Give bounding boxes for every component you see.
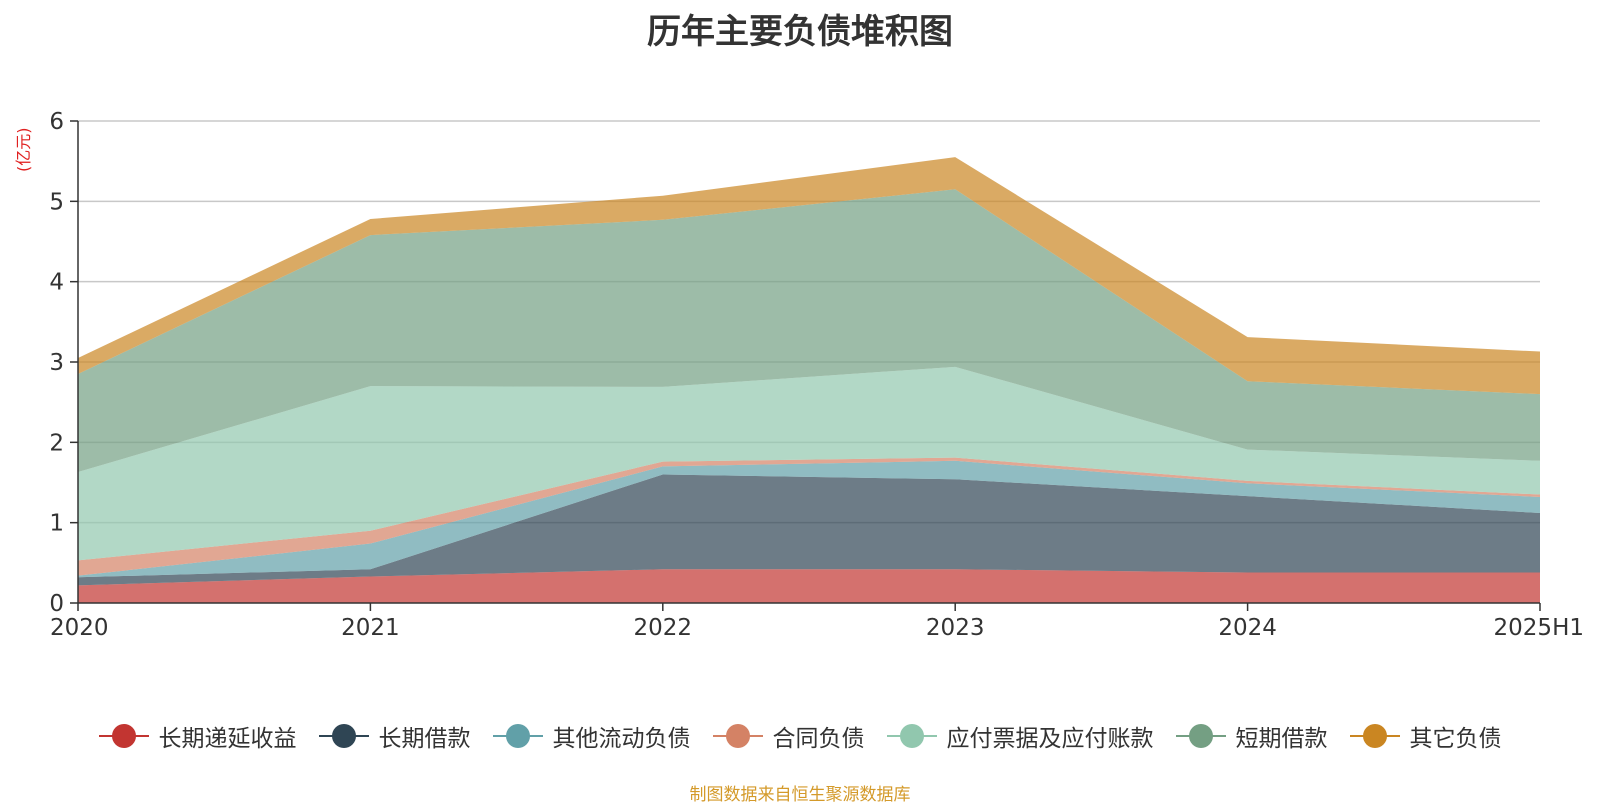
legend-label: 长期借款 xyxy=(378,726,471,752)
x-tick-label: 2024 xyxy=(1218,615,1277,641)
area-series-5 xyxy=(78,189,1540,473)
y-tick-label: 1 xyxy=(49,511,64,537)
legend-swatch-icon xyxy=(886,724,937,748)
legend-item[interactable]: 合同负债 xyxy=(712,719,865,753)
source-note: 制图数据来自恒生聚源数据库 xyxy=(689,785,911,805)
legend-swatch-icon xyxy=(318,724,369,748)
chart-title: 历年主要负债堆积图 xyxy=(647,12,953,52)
legend-label: 短期借款 xyxy=(1235,726,1328,752)
x-tick-label: 2023 xyxy=(926,615,985,641)
stacked-area-chart: 0 1 2 3 4 5 6 2020 2021 2022 2023 2024 2025H1 xyxy=(49,109,1584,641)
legend-item[interactable]: 其他流动负债 xyxy=(492,719,691,753)
legend-swatch-icon xyxy=(492,724,543,748)
legend: 长期递延收益 长期借款 其他流动负债 合同负债 应付票据及应付账款 短期借款 其它负债 xyxy=(0,718,1600,754)
legend-label: 应付票据及应付账款 xyxy=(946,726,1154,752)
x-tick-label: 2025H1 xyxy=(1494,615,1584,641)
y-tick-label: 0 xyxy=(49,591,64,617)
x-tick-label: 2021 xyxy=(341,615,400,641)
area-series-1 xyxy=(78,474,1540,586)
y-tick-label: 6 xyxy=(49,109,64,135)
legend-label: 长期递延收益 xyxy=(158,726,297,752)
area-series-4 xyxy=(78,366,1540,561)
x-tick-label: 2022 xyxy=(634,615,693,641)
y-tick-label: 3 xyxy=(49,350,64,376)
legend-item[interactable]: 应付票据及应付账款 xyxy=(886,719,1154,753)
y-tick-label: 5 xyxy=(49,189,64,215)
area-series-6 xyxy=(78,157,1540,395)
y-tick-label: 4 xyxy=(49,270,64,296)
legend-swatch-icon xyxy=(1349,724,1400,748)
area-series-2 xyxy=(78,460,1540,578)
legend-swatch-icon xyxy=(1175,724,1226,748)
legend-item[interactable]: 其它负债 xyxy=(1349,719,1502,753)
legend-item[interactable]: 长期递延收益 xyxy=(98,719,297,753)
axes: 0 1 2 3 4 5 6 2020 2021 2022 2023 2024 2025H1 xyxy=(49,109,1584,641)
area-series-group xyxy=(78,157,1540,603)
area-series-0 xyxy=(78,569,1540,603)
legend-swatch-icon xyxy=(712,724,763,748)
legend-item[interactable]: 长期借款 xyxy=(318,719,471,753)
y-tick-label: 2 xyxy=(49,430,64,456)
legend-swatch-icon xyxy=(98,724,149,748)
legend-label: 其他流动负债 xyxy=(552,726,691,752)
x-tick-label: 2020 xyxy=(50,615,109,641)
legend-item[interactable]: 短期借款 xyxy=(1175,719,1328,753)
legend-label: 其它负债 xyxy=(1409,726,1502,752)
legend-label: 合同负债 xyxy=(772,726,865,752)
